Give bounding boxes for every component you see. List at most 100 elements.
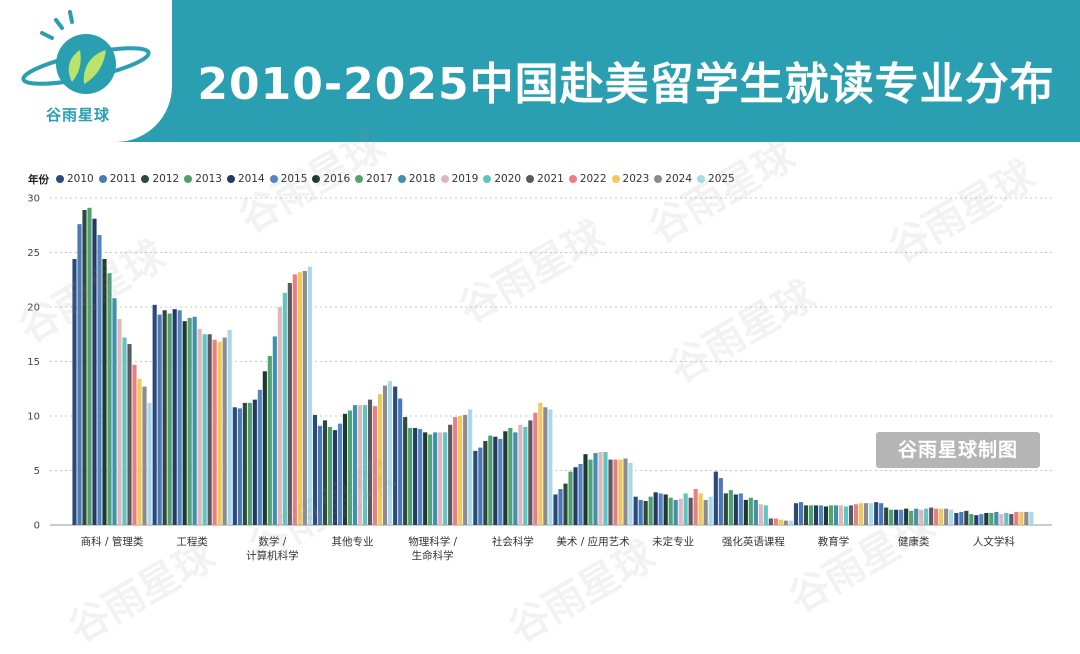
bar-2015 xyxy=(818,505,824,525)
bar-2013 xyxy=(488,435,493,525)
bar-2018 xyxy=(593,453,598,525)
legend-item-2018: 2018 xyxy=(397,173,436,185)
bar-2013 xyxy=(808,505,814,525)
bar-2025 xyxy=(1029,511,1034,525)
bar-2021 xyxy=(608,459,613,525)
bar-2024 xyxy=(382,385,388,525)
bar-2012 xyxy=(803,505,809,525)
x-tick-label: 社会科学 xyxy=(492,535,534,548)
bar-2024 xyxy=(623,458,628,525)
bar-2022 xyxy=(292,274,297,525)
legend-label: 2024 xyxy=(665,173,693,185)
bar-2015 xyxy=(979,514,984,525)
bar-2016 xyxy=(503,431,508,525)
bar-2025 xyxy=(788,520,793,525)
bar-2023 xyxy=(297,272,302,525)
x-tick-label: 教育学 xyxy=(818,535,850,548)
legend-item-2011: 2011 xyxy=(98,173,136,185)
bar-2018 xyxy=(833,505,839,525)
bar-2025 xyxy=(387,381,393,525)
bar-2023 xyxy=(538,402,543,525)
bar-2016 xyxy=(182,321,187,525)
legend-label: 2010 xyxy=(67,173,94,185)
bar-2025 xyxy=(468,409,473,525)
bar-2014 xyxy=(733,494,738,525)
bar-2011 xyxy=(558,489,563,525)
x-tick-label: 数学 / xyxy=(258,535,286,548)
bar-2021 xyxy=(448,424,453,525)
bar-2012 xyxy=(82,209,87,526)
bar-2014 xyxy=(493,436,498,525)
bar-2015 xyxy=(658,493,663,525)
bar-2023 xyxy=(1019,511,1024,525)
bar-2015 xyxy=(337,423,343,525)
bar-2014 xyxy=(172,309,177,525)
x-tick-label: 未定专业 xyxy=(652,535,694,548)
y-tick-label: 30 xyxy=(27,194,40,205)
legend-item-2016: 2016 xyxy=(312,173,350,185)
bar-2017 xyxy=(748,497,753,525)
legend-item-2022: 2022 xyxy=(568,173,607,185)
logo-text: 谷雨星球 xyxy=(45,106,110,124)
bar-2015 xyxy=(257,389,262,525)
bar-2014 xyxy=(894,509,899,525)
bar-2024 xyxy=(863,503,869,525)
bar-2013 xyxy=(247,402,252,525)
bar-2022 xyxy=(533,412,538,525)
bar-2020 xyxy=(362,405,368,525)
legend-swatch xyxy=(312,175,321,183)
legend-item-2021: 2021 xyxy=(526,173,564,185)
legend-swatch xyxy=(226,175,235,183)
bar-2020 xyxy=(924,508,929,525)
bar-2024 xyxy=(222,337,227,525)
legend-label: 2014 xyxy=(237,173,265,185)
bar-2013 xyxy=(408,427,413,525)
bar-2018 xyxy=(753,499,758,525)
legend-item-2015: 2015 xyxy=(269,173,307,185)
bar-2012 xyxy=(723,493,728,525)
x-tick-label: 美术 / 应用艺术 xyxy=(556,535,630,548)
logo-panel: 谷雨星球 xyxy=(0,0,172,142)
bar-2011 xyxy=(959,511,964,525)
legend-item-2019: 2019 xyxy=(440,173,478,185)
bar-2011 xyxy=(77,224,82,525)
bar-2021 xyxy=(688,497,693,525)
bar-2018 xyxy=(994,511,999,525)
bar-2019 xyxy=(197,328,202,525)
bar-2024 xyxy=(944,508,949,525)
bar-2014 xyxy=(573,467,578,525)
bar-2023 xyxy=(698,493,703,525)
bar-2013 xyxy=(969,514,974,525)
bar-2021 xyxy=(929,507,934,525)
bar-2020 xyxy=(523,426,528,525)
bar-2018 xyxy=(352,405,358,525)
bar-2012 xyxy=(884,507,889,525)
x-tick-label: 强化英语课程 xyxy=(722,535,785,548)
bar-2017 xyxy=(347,410,353,525)
bar-2021 xyxy=(528,420,533,525)
bar-2023 xyxy=(858,503,864,525)
bar-2013 xyxy=(87,207,92,525)
bar-2024 xyxy=(1024,511,1029,525)
bar-2016 xyxy=(342,413,348,525)
bar-2019 xyxy=(277,307,282,525)
watermark-badge: 谷雨星球制图 xyxy=(876,432,1040,468)
bar-chart: 0 5 10 15 20 25 30 商科 / 管理类 工程类 数学 /计算机科学 其他专业 物理科学… xyxy=(27,194,1052,562)
bar-2010 xyxy=(713,471,718,525)
bar-2021 xyxy=(848,505,854,525)
bar-2025 xyxy=(548,409,553,525)
bar-2018 xyxy=(513,432,518,525)
legend-item-2010: 2010 xyxy=(56,173,94,185)
legend-swatch xyxy=(56,175,64,183)
bar-2016 xyxy=(984,513,989,525)
bar-2023 xyxy=(137,378,142,525)
legend-swatch xyxy=(654,175,663,183)
logo-icon xyxy=(21,10,151,94)
bar-2010 xyxy=(793,503,799,525)
bar-2017 xyxy=(668,497,673,525)
legend-items: 2010 2011 2012 2013 2014 2015 2016 2017 2018 2019… xyxy=(56,173,740,185)
legend-swatch xyxy=(568,175,577,183)
bar-2017 xyxy=(588,459,593,525)
bar-2012 xyxy=(322,420,328,525)
bar-2019 xyxy=(999,514,1004,525)
